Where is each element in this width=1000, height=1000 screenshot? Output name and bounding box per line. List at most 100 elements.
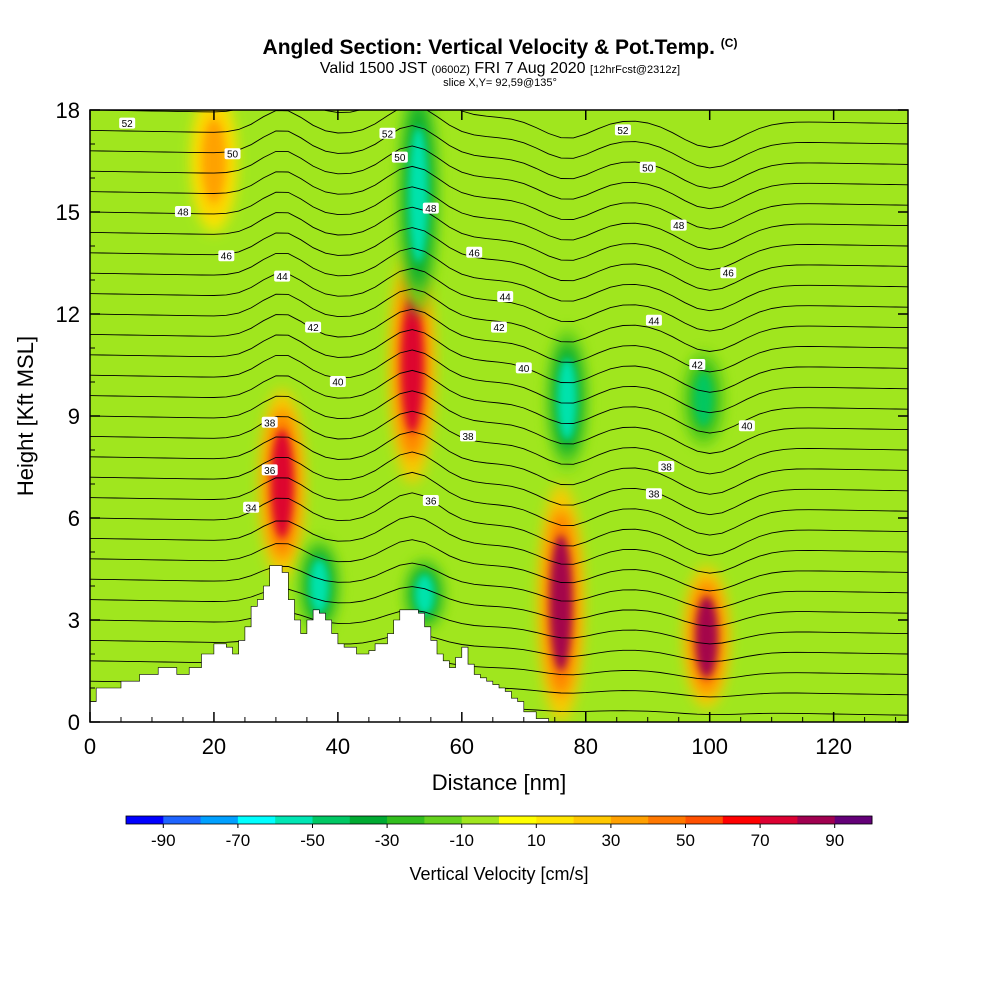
- colorbar-swatch: [610, 816, 649, 824]
- contour-label-text: 38: [661, 463, 673, 474]
- colorbar-label: Vertical Velocity [cm/s]: [409, 864, 588, 884]
- x-tick-label: 100: [691, 734, 728, 759]
- contour-label-text: 44: [500, 293, 512, 304]
- updraft-core-0-level-2: [270, 429, 294, 539]
- colorbar-swatch: [126, 816, 164, 824]
- contour-label: 46: [466, 246, 483, 259]
- contour-label-bg: [261, 416, 278, 428]
- contour-label-bg: [460, 430, 477, 442]
- contour-label-text: 40: [741, 422, 753, 433]
- isentrope-line: [90, 288, 908, 352]
- colorbar-swatch: [722, 816, 761, 824]
- x-tick-label: 0: [84, 734, 96, 759]
- x-tick-label: 80: [574, 734, 598, 759]
- contour-label: 52: [614, 124, 631, 137]
- contour-label-bg: [738, 420, 755, 432]
- chart-title-unit: (C): [720, 36, 738, 50]
- x-axis: 0 20 40 60 80 100 120: [84, 110, 897, 759]
- contour-label-text: 42: [692, 361, 704, 372]
- slice-label: slice X,Y= 92,59@135°: [443, 77, 557, 89]
- contour-label: 36: [422, 495, 439, 508]
- colorbar-frame: [125, 815, 873, 825]
- colorbar-swatch: [536, 816, 575, 824]
- contour-label-bg: [422, 495, 439, 506]
- isentrope-line: [90, 206, 908, 271]
- isentrope-line: [90, 308, 908, 373]
- isentrope-line: [90, 247, 908, 312]
- chart-title-text: Angled Section: Vertical Velocity & Pot.…: [262, 36, 715, 59]
- y-tick-label: 0: [68, 710, 80, 735]
- contour-label-text: 40: [332, 378, 344, 389]
- colorbar-swatch: [573, 816, 612, 824]
- contour-label-bg: [218, 250, 235, 262]
- isentrope-line: [90, 390, 908, 454]
- downdraft-core-3-level-2: [309, 558, 330, 614]
- isentrope-line: [90, 431, 908, 495]
- updraft-core-4-level-2: [202, 120, 226, 202]
- x-tick-label: 60: [450, 734, 474, 759]
- contour-label-text: 36: [264, 466, 276, 477]
- colorbar-swatch: [163, 816, 202, 824]
- colorbar-swatch: [834, 816, 873, 824]
- contour-label-text: 46: [723, 269, 735, 280]
- contour-label-bg: [119, 117, 136, 129]
- contour-label-bg: [305, 321, 322, 333]
- contour-label: 52: [119, 117, 136, 130]
- contour-label: 46: [720, 267, 737, 280]
- contour-label: 50: [639, 161, 656, 174]
- contour-label: 42: [305, 321, 322, 334]
- subtitle-valid: Valid 1500 JST: [319, 60, 427, 77]
- colorbar-swatch: [760, 816, 798, 824]
- contour-label: 44: [645, 314, 662, 327]
- contour-label-bg: [174, 206, 191, 217]
- contour-label-text: 34: [246, 503, 258, 514]
- contour-label-text: 42: [493, 323, 505, 334]
- contour-label-text: 52: [122, 119, 134, 130]
- y-tick-label: 15: [56, 200, 80, 225]
- contour-label-bg: [670, 219, 687, 231]
- contour-label-bg: [497, 291, 514, 302]
- updraft-core-1-level-2: [401, 297, 424, 433]
- contour-label: 44: [274, 270, 291, 283]
- contour-label-text: 50: [642, 163, 654, 174]
- contour-label: 38: [658, 461, 675, 474]
- contour-label-bg: [329, 376, 346, 387]
- contour-label-text: 46: [221, 252, 233, 263]
- contour-label-bg: [689, 359, 706, 370]
- contour-label: 46: [218, 250, 235, 263]
- contour-labels: 52 50 48 46 44 42 40 38 36 34 52 50 48 46 44 42 40 38 36 52…: [119, 117, 755, 514]
- contour-label: 34: [243, 501, 260, 514]
- x-tick-label: 20: [202, 734, 226, 759]
- contour-label-text: 52: [382, 129, 394, 140]
- y-tick-label: 18: [56, 98, 80, 123]
- contour-label-bg: [720, 267, 737, 279]
- contour-label-bg: [639, 161, 656, 173]
- isentrope-line: [90, 633, 908, 663]
- terrain-profile: [90, 565, 549, 722]
- contour-label-bg: [645, 488, 662, 500]
- isentrope-line: [90, 586, 908, 627]
- colorbar-swatch: [237, 816, 276, 824]
- contour-label-text: 48: [425, 204, 437, 215]
- colorbar-tick-label: 70: [751, 831, 770, 850]
- contour-label: 48: [670, 219, 687, 232]
- contour-label-bg: [491, 321, 507, 333]
- contour-label: 38: [261, 416, 278, 429]
- isentrope-line: [90, 539, 908, 592]
- contour-label: 38: [645, 488, 662, 501]
- contour-label-bg: [614, 124, 631, 136]
- contour-label-text: 48: [673, 221, 685, 232]
- colorbar-swatch: [387, 816, 425, 824]
- y-tick-label: 3: [68, 608, 80, 633]
- colorbar-swatch: [424, 816, 463, 824]
- y-tick-label: 6: [68, 506, 80, 531]
- isentrope-line: [90, 349, 908, 414]
- contour-label-text: 40: [518, 364, 530, 375]
- colorbar-tick-label: -90: [151, 831, 176, 850]
- colorbar-tick-label: 50: [676, 831, 695, 850]
- colorbar-tick-label: -10: [449, 831, 474, 850]
- updraft-core-2-level-2: [549, 535, 573, 671]
- subtitle-date: FRI 7 Aug 2020: [474, 60, 586, 77]
